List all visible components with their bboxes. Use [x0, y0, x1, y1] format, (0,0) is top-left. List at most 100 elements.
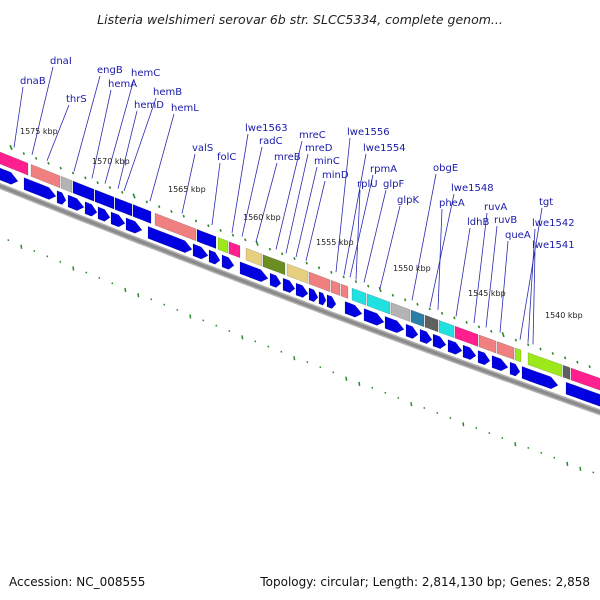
kbp-label: 1570 kbp — [92, 157, 130, 166]
feature-fwd — [330, 279, 341, 296]
tick-mark — [588, 365, 591, 369]
gene-leader-line — [335, 137, 351, 273]
feature-fwd — [570, 367, 600, 391]
tick-mark — [71, 171, 75, 175]
gene-leader-line — [527, 228, 536, 343]
tick-mark — [108, 186, 112, 189]
tick-mark — [280, 252, 284, 256]
gene-label: mreD — [305, 143, 333, 154]
gc-dot — [7, 239, 10, 242]
feature-rev-arrow — [192, 243, 209, 260]
gene-leader-line — [73, 75, 101, 172]
tick-mark — [22, 152, 26, 155]
gene-label: dnaB — [20, 76, 46, 87]
feature-rev-arrow — [521, 366, 559, 390]
gene-label: queA — [505, 230, 531, 241]
feature-rev-arrow — [282, 277, 296, 293]
gene-leader-line — [241, 146, 263, 237]
tick-mark — [59, 166, 62, 170]
feature-fwd — [351, 287, 367, 306]
feature-fwd — [114, 197, 133, 217]
gene-label: lwe1541 — [532, 240, 575, 251]
gc-dot — [150, 298, 153, 301]
gene-leader-line — [149, 113, 175, 202]
gc-dot — [241, 335, 244, 340]
gc-dot — [46, 255, 49, 258]
map-title: Listeria welshimeri serovar 6b str. SLCC… — [97, 12, 503, 27]
gc-dot — [384, 391, 387, 394]
feature-fwd — [94, 189, 115, 210]
feature-fwd — [217, 237, 229, 254]
gene-label: lwe1548 — [451, 183, 494, 194]
gene-leader-line — [485, 225, 498, 328]
feature-rev-arrow — [147, 226, 193, 253]
gene-label: lwe1542 — [532, 218, 575, 229]
gene-leader-line — [343, 153, 367, 276]
gc-dot — [501, 436, 504, 440]
gene-leader-line — [305, 180, 326, 261]
tick-mark — [501, 331, 505, 338]
feature-rev-arrow — [56, 190, 67, 205]
tick-mark — [330, 270, 333, 274]
tick-mark — [317, 266, 321, 270]
feature-rev-arrow — [405, 323, 419, 339]
scale-ticks — [9, 144, 591, 369]
gene-label: tgt — [539, 197, 553, 208]
feature-rev-arrow — [326, 294, 337, 309]
gene-label: hemD — [134, 100, 164, 111]
gc-dot — [579, 466, 582, 471]
gc-dot — [306, 361, 309, 364]
gc-dot — [111, 282, 114, 285]
feature-rev-arrow — [384, 316, 405, 334]
tick-mark — [367, 284, 370, 288]
tick-mark — [157, 205, 161, 209]
gene-label: lwe1563 — [245, 123, 288, 134]
feature-fwd — [60, 175, 73, 193]
gene-label: ruvA — [484, 202, 507, 213]
gene-label: folC — [217, 152, 236, 163]
feature-fwd — [30, 164, 61, 189]
feature-rev-arrow — [509, 361, 521, 377]
gene-label: hemL — [171, 103, 199, 114]
feature-fwd — [390, 302, 411, 322]
gene-leader-line — [532, 250, 536, 345]
tick-mark — [477, 325, 481, 329]
gene-label: dnaI — [50, 56, 72, 67]
tick-mark — [255, 240, 259, 246]
feature-rev-arrow — [208, 249, 221, 265]
feature-rev-arrow — [125, 217, 143, 234]
feature-rev-arrow — [432, 333, 447, 349]
gc-dot — [397, 396, 400, 399]
gene-leader-line — [117, 110, 138, 189]
gene-leader-line — [437, 208, 443, 310]
feature-fwd — [286, 263, 309, 284]
feature-rev-arrow — [84, 201, 98, 217]
gene-label: hemB — [153, 87, 182, 98]
tick-mark — [453, 316, 456, 320]
gene-leader-line — [211, 162, 221, 226]
gene-label: thrS — [66, 94, 87, 105]
tick-mark — [403, 298, 407, 302]
feature-fwd — [196, 228, 217, 249]
feature-fwd — [308, 271, 331, 293]
feature-rev-arrow — [308, 287, 319, 303]
tick-mark — [96, 181, 99, 185]
gene-label: engB — [97, 65, 123, 76]
feature-rev-arrow — [462, 344, 477, 360]
gene-leader-line — [429, 193, 455, 308]
tick-mark — [219, 228, 222, 232]
feature-fwd — [424, 314, 439, 333]
feature-fwd — [132, 204, 152, 224]
gc-dot — [280, 350, 283, 353]
gene-leader-line — [46, 104, 70, 161]
tick-mark — [132, 193, 136, 199]
tick-mark — [539, 347, 542, 351]
tick-mark — [47, 161, 50, 165]
tick-mark — [305, 261, 308, 265]
feature-rev-arrow — [0, 167, 19, 185]
gene-label: rplU — [357, 179, 378, 190]
gc-dot — [85, 271, 88, 274]
backbone-inner — [0, 184, 600, 414]
gene-label: glpK — [397, 195, 419, 206]
